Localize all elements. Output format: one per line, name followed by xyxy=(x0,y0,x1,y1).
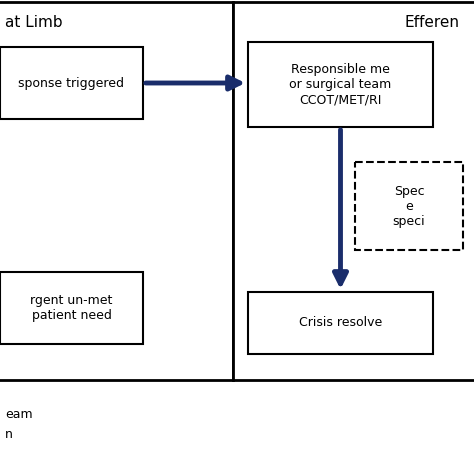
Bar xyxy=(248,42,433,127)
Text: Spec
e
speci: Spec e speci xyxy=(392,184,425,228)
Text: Crisis resolve: Crisis resolve xyxy=(299,317,382,329)
Text: eam: eam xyxy=(5,409,33,421)
Bar xyxy=(0,47,143,119)
Text: Efferen: Efferen xyxy=(405,15,460,29)
Bar xyxy=(233,2,474,380)
Text: sponse triggered: sponse triggered xyxy=(18,76,125,90)
Text: rgent un-met
patient need: rgent un-met patient need xyxy=(30,294,113,322)
Bar xyxy=(248,292,433,354)
Text: Responsible me
or surgical team
CCOT/MET/RI: Responsible me or surgical team CCOT/MET… xyxy=(289,63,392,106)
Bar xyxy=(355,162,463,250)
Text: n: n xyxy=(5,428,13,441)
Text: at Limb: at Limb xyxy=(5,15,63,29)
Bar xyxy=(0,2,233,380)
Bar xyxy=(0,272,143,344)
